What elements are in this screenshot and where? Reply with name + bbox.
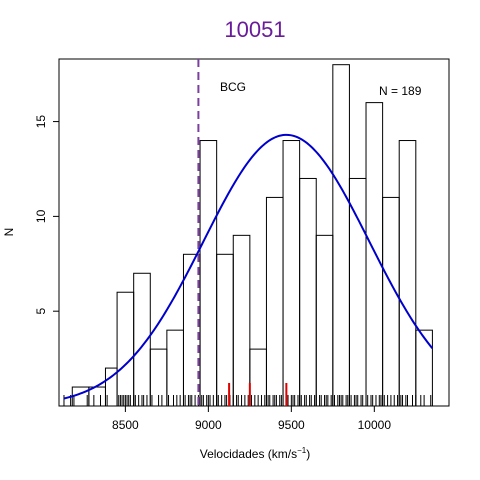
x-axis: 8500 9000 9500 10000 bbox=[112, 406, 391, 432]
histogram-bars bbox=[71, 64, 433, 407]
x-axis-label: Velocidades (km/s−1) bbox=[200, 446, 311, 461]
x-axis-label-exponent: −1 bbox=[297, 446, 307, 455]
n-count-label: N = 189 bbox=[379, 84, 422, 98]
chart-title: 10051 bbox=[224, 17, 285, 42]
x-axis-label-main: Velocidades (km/s bbox=[200, 447, 297, 461]
velocity-rug bbox=[63, 395, 432, 406]
histogram-bar bbox=[265, 196, 284, 407]
histogram-bar bbox=[232, 234, 251, 407]
histogram-bar bbox=[199, 140, 218, 407]
x-tick-label: 8500 bbox=[112, 418, 139, 432]
y-tick-label: 10 bbox=[34, 209, 48, 223]
histogram-bar bbox=[332, 64, 350, 407]
y-tick-label: 5 bbox=[34, 308, 48, 315]
histogram-bar bbox=[166, 329, 184, 407]
x-tick-label: 9500 bbox=[278, 418, 305, 432]
gaussian-fit-curve bbox=[63, 133, 434, 400]
y-tick-label: 15 bbox=[34, 115, 48, 129]
histogram-bar bbox=[315, 234, 334, 407]
histogram-bar bbox=[216, 253, 234, 407]
histogram-bar bbox=[398, 140, 417, 407]
y-axis-label: N bbox=[2, 228, 16, 237]
histogram-bar bbox=[348, 177, 367, 407]
histogram-bar bbox=[116, 291, 135, 407]
histogram-bar bbox=[415, 329, 433, 407]
x-tick-label: 10000 bbox=[358, 418, 392, 432]
bcg-label: BCG bbox=[220, 80, 246, 94]
histogram-bar bbox=[382, 196, 400, 407]
highlight-marks bbox=[228, 383, 288, 406]
histogram-bar bbox=[282, 140, 301, 407]
histogram-bar bbox=[299, 177, 317, 407]
x-axis-label-close: ) bbox=[306, 447, 310, 461]
histogram-bar bbox=[365, 102, 384, 407]
x-tick-label: 9000 bbox=[195, 418, 222, 432]
y-axis: 5 10 15 bbox=[34, 115, 59, 315]
